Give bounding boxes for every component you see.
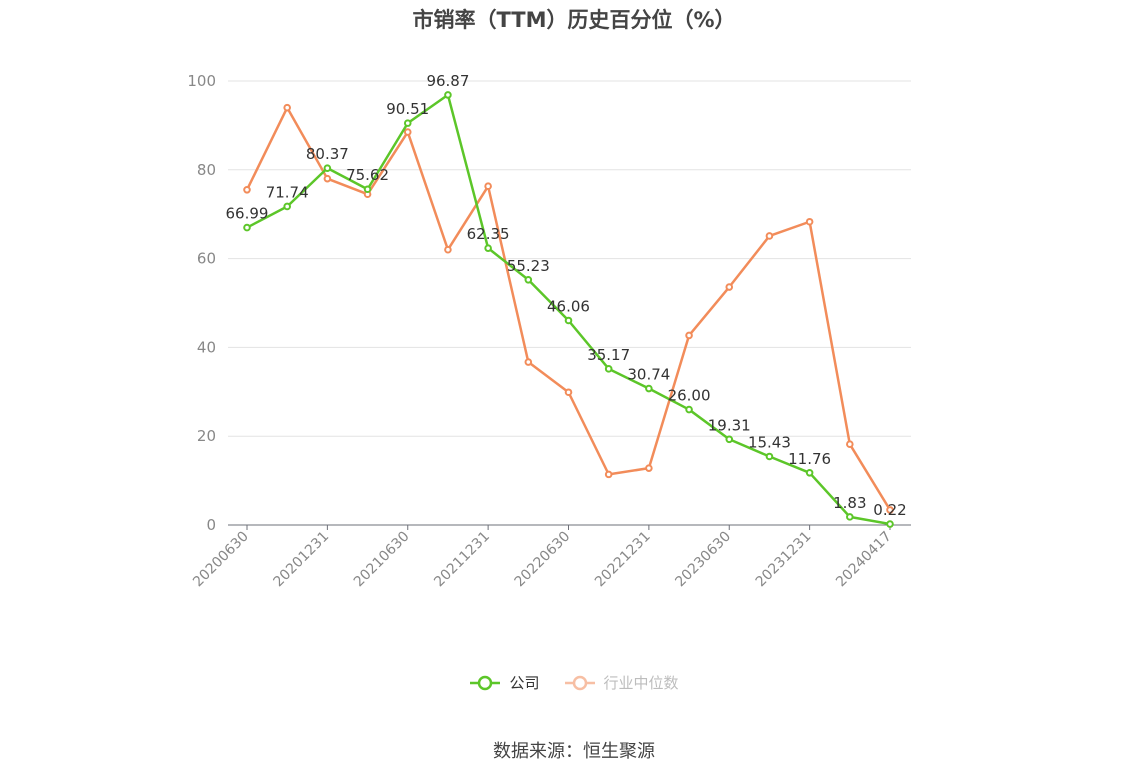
data-point [403, 119, 412, 127]
data-point [846, 440, 854, 448]
data-point [283, 103, 291, 112]
data-label: 30.74 [627, 366, 670, 384]
legend-label: 公司 [509, 674, 540, 692]
legend-marker-icon [470, 675, 501, 690]
data-label: 90.51 [386, 100, 429, 118]
x-tick-label: 20240417 [833, 529, 895, 591]
data-point [403, 128, 412, 136]
data-point [725, 283, 734, 291]
x-tick-label: 20220630 [512, 529, 574, 591]
data-label: 80.37 [306, 145, 349, 163]
data-point [444, 245, 452, 254]
y-tick-label: 60 [197, 250, 216, 268]
data-label: 26.00 [668, 387, 711, 405]
gridlines [228, 80, 911, 437]
data-point [685, 331, 693, 340]
y-tick-label: 100 [187, 72, 216, 90]
x-tick-label: 20210630 [351, 529, 413, 591]
data-point [564, 388, 573, 397]
legend: 公司 行业中位数 [0, 672, 1148, 693]
data-point [243, 223, 251, 232]
data-point [886, 506, 894, 514]
data-point [604, 470, 613, 479]
x-tick-label: 20201231 [270, 529, 332, 591]
source-note: 数据来源：恒生聚源 [493, 741, 655, 762]
data-point [765, 452, 774, 461]
data-point [323, 174, 332, 183]
data-label: 46.06 [547, 297, 590, 315]
data-point [524, 358, 533, 366]
data-labels: 66.99 71.74 80.37 75.62 90.51 96.87 62.35 55.23… [226, 72, 907, 519]
data-label: 19.31 [708, 416, 751, 434]
x-tick-label: 20231231 [753, 529, 815, 591]
data-label: 1.83 [833, 494, 866, 512]
legend-marker-dot [572, 675, 587, 690]
data-point [604, 365, 613, 373]
data-label: 75.62 [346, 166, 389, 184]
data-point [805, 468, 814, 477]
data-point [564, 316, 573, 325]
data-point [685, 405, 693, 414]
legend-marker-icon [564, 675, 595, 690]
data-point [484, 244, 492, 252]
data-label: 71.74 [266, 183, 309, 201]
chart-title: 市销率（TTM）历史百分位（%） [412, 8, 736, 32]
y-tick-label: 80 [197, 161, 216, 179]
data-point [645, 384, 653, 393]
y-tick-label: 20 [197, 427, 216, 445]
data-label: 11.76 [788, 450, 831, 468]
data-point [725, 435, 734, 444]
data-point [846, 513, 854, 521]
data-point [444, 91, 452, 99]
x-tick-label: 20200630 [190, 529, 252, 591]
data-point [886, 520, 894, 528]
data-label: 96.87 [426, 72, 469, 90]
legend-marker-dot [478, 675, 493, 690]
x-tick-label: 20221231 [592, 529, 654, 591]
data-point [243, 185, 251, 194]
x-tick-label: 20230630 [672, 529, 734, 591]
data-point [645, 464, 653, 472]
data-point [524, 275, 533, 284]
data-point [805, 217, 814, 226]
data-label: 66.99 [226, 205, 269, 223]
legend-item[interactable]: 公司 [469, 672, 540, 693]
data-label: 15.43 [748, 433, 791, 451]
data-point [363, 185, 372, 194]
x-tick-label: 20211231 [431, 529, 493, 591]
series-lines [243, 91, 894, 528]
y-tick-label: 0 [206, 516, 216, 534]
data-point [283, 202, 291, 211]
data-point [323, 164, 332, 172]
y-tick-label: 40 [197, 338, 216, 356]
legend-item[interactable]: 行业中位数 [564, 672, 679, 693]
legend-label: 行业中位数 [603, 674, 679, 692]
data-label: 35.17 [587, 346, 630, 364]
data-label: 0.22 [873, 501, 906, 519]
data-point [484, 182, 492, 191]
axes: 0 20 40 60 80 100 20200630 20201231 20210630 2021… [187, 72, 911, 590]
data-label: 62.35 [467, 225, 510, 243]
data-point [765, 232, 774, 240]
data-label: 55.23 [507, 257, 550, 275]
